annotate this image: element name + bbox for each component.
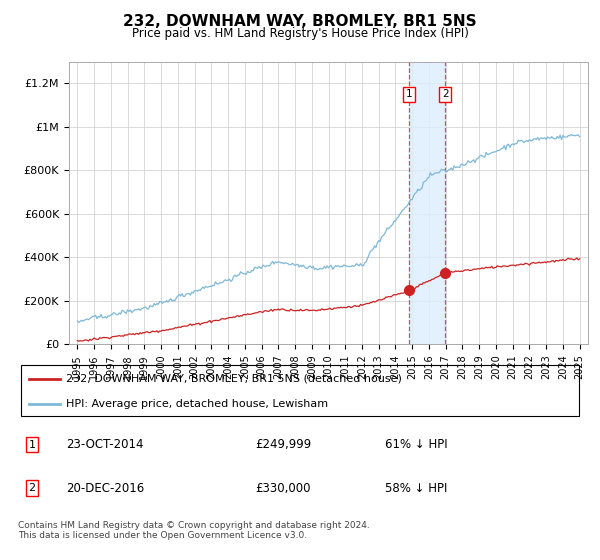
Text: 61% ↓ HPI: 61% ↓ HPI — [385, 438, 447, 451]
Text: 232, DOWNHAM WAY, BROMLEY, BR1 5NS (detached house): 232, DOWNHAM WAY, BROMLEY, BR1 5NS (deta… — [66, 374, 402, 384]
Text: 20-DEC-2016: 20-DEC-2016 — [66, 482, 144, 494]
Text: 2: 2 — [442, 89, 449, 99]
Text: 1: 1 — [406, 89, 413, 99]
Text: £249,999: £249,999 — [255, 438, 311, 451]
Bar — [409, 62, 445, 344]
Text: 58% ↓ HPI: 58% ↓ HPI — [385, 482, 447, 494]
Text: HPI: Average price, detached house, Lewisham: HPI: Average price, detached house, Lewi… — [66, 399, 328, 409]
Text: 1: 1 — [29, 440, 35, 450]
Text: 232, DOWNHAM WAY, BROMLEY, BR1 5NS: 232, DOWNHAM WAY, BROMLEY, BR1 5NS — [123, 14, 477, 29]
Text: Contains HM Land Registry data © Crown copyright and database right 2024.
This d: Contains HM Land Registry data © Crown c… — [18, 521, 370, 540]
Text: £330,000: £330,000 — [255, 482, 310, 494]
Text: 2: 2 — [29, 483, 35, 493]
Text: 23-OCT-2014: 23-OCT-2014 — [66, 438, 143, 451]
Text: Price paid vs. HM Land Registry's House Price Index (HPI): Price paid vs. HM Land Registry's House … — [131, 27, 469, 40]
